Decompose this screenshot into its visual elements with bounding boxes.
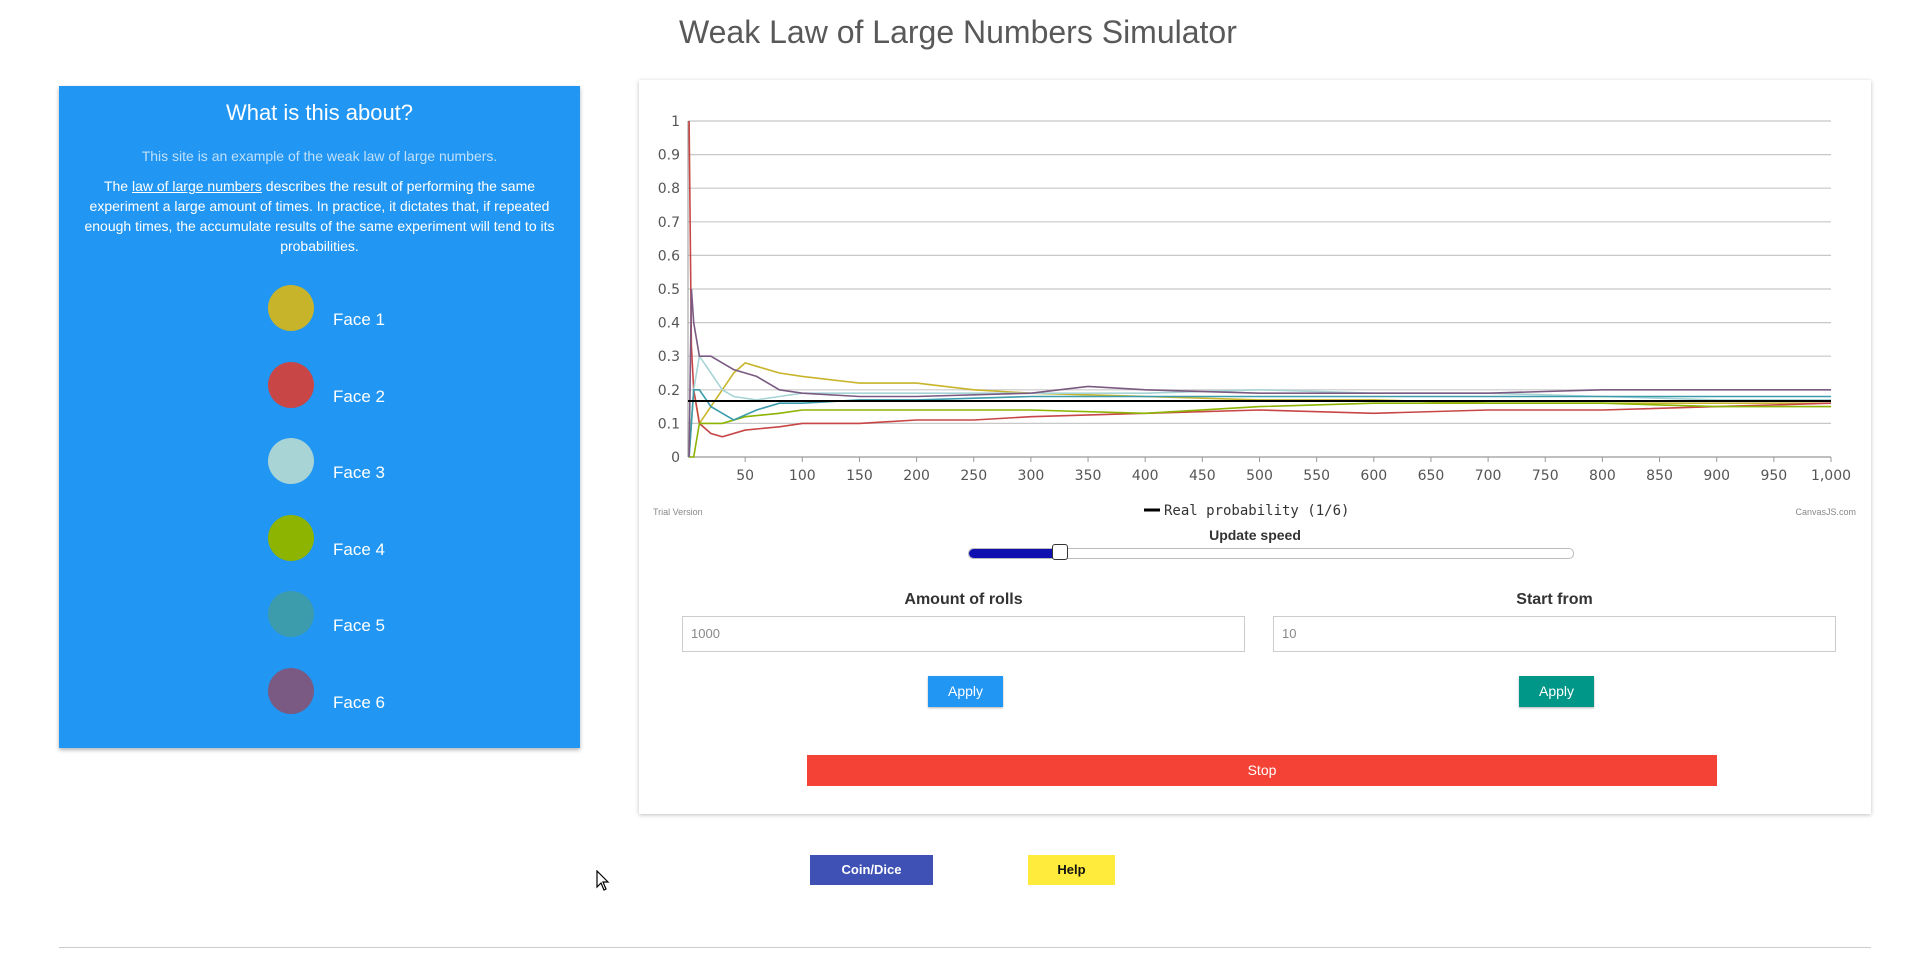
- x-tick-label: 700: [1475, 468, 1502, 484]
- apply-start-button[interactable]: Apply: [1519, 676, 1594, 707]
- y-tick-label: 0.1: [658, 416, 680, 432]
- x-tick-label: 750: [1532, 468, 1559, 484]
- start-from-label: Start from: [1516, 591, 1593, 608]
- face-5-item: Face 5: [268, 591, 468, 637]
- face-2-label: Face 2: [333, 387, 385, 406]
- x-tick-label: 900: [1703, 468, 1730, 484]
- face-4-item: Face 4: [268, 515, 468, 561]
- series-line-face-2: [688, 120, 1832, 438]
- x-tick-label: 200: [903, 468, 930, 484]
- update-speed-label: Update speed: [1209, 527, 1301, 543]
- x-tick-label: 450: [1189, 468, 1216, 484]
- y-tick-label: 1: [671, 114, 680, 130]
- start-from-input[interactable]: 10: [1273, 616, 1836, 652]
- amount-of-rolls-label: Amount of rolls: [904, 591, 1023, 608]
- mouse-cursor-icon: [596, 870, 610, 891]
- x-tick-label: 600: [1360, 468, 1387, 484]
- x-tick-label: 950: [1760, 468, 1787, 484]
- x-tick-label: 850: [1646, 468, 1673, 484]
- face-3-color-dot: [268, 438, 314, 484]
- x-tick-label: 350: [1075, 468, 1102, 484]
- y-tick-label: 0.9: [658, 148, 680, 164]
- face-4-color-dot: [268, 515, 314, 561]
- footer-divider: [59, 947, 1871, 948]
- face-2-item: Face 2: [268, 362, 468, 408]
- canvasjs-credit-text: CanvasJS.com: [1795, 507, 1856, 517]
- face-3-item: Face 3: [268, 438, 468, 484]
- y-tick-label: 0.8: [658, 181, 680, 197]
- series-line-face-6: [688, 288, 1831, 458]
- x-tick-label: 300: [1018, 468, 1045, 484]
- face-1-color-dot: [268, 285, 314, 331]
- series-line-face-4: [689, 402, 1831, 458]
- apply-rolls-button[interactable]: Apply: [928, 676, 1003, 707]
- y-tick-label: 0.2: [658, 383, 680, 399]
- x-tick-label: 250: [960, 468, 987, 484]
- x-tick-label: 400: [1132, 468, 1159, 484]
- face-1-item: Face 1: [268, 285, 468, 331]
- y-tick-label: 0.5: [658, 282, 680, 298]
- y-tick-label: 0.6: [658, 248, 680, 264]
- y-tick-label: 0: [671, 450, 680, 466]
- info-subtitle: This site is an example of the weak law …: [141, 148, 498, 165]
- face-1-label: Face 1: [333, 310, 385, 329]
- face-6-label: Face 6: [333, 693, 385, 712]
- y-tick-label: 0.4: [658, 316, 680, 332]
- x-tick-label: 100: [789, 468, 816, 484]
- legend-label: Real probability (1/6): [1164, 503, 1349, 519]
- face-6-color-dot: [268, 668, 314, 714]
- y-tick-label: 0.7: [658, 215, 680, 231]
- coin-dice-button[interactable]: Coin/Dice: [810, 855, 933, 885]
- info-heading: What is this about?: [225, 100, 414, 125]
- x-tick-label: 800: [1589, 468, 1616, 484]
- help-button[interactable]: Help: [1028, 855, 1115, 885]
- amount-of-rolls-input[interactable]: 1000: [682, 616, 1245, 652]
- x-tick-label: 650: [1418, 468, 1445, 484]
- y-tick-label: 0.3: [658, 349, 680, 365]
- update-speed-fill: [969, 549, 1060, 558]
- face-6-item: Face 6: [268, 668, 468, 714]
- law-of-large-numbers-link[interactable]: law of large numbers: [131, 178, 262, 195]
- chart-card: 0 0.1 0.2 0.3 0.4 0.5 0.6 0.7 0.8 0.9 1 50 100 150 200…: [639, 80, 1871, 814]
- x-tick-label: 500: [1246, 468, 1273, 484]
- trial-version-text: Trial Version: [653, 507, 703, 517]
- face-5-label: Face 5: [333, 616, 385, 635]
- face-5-color-dot: [268, 591, 314, 637]
- face-3-label: Face 3: [333, 463, 385, 482]
- x-tick-label: 150: [846, 468, 873, 484]
- x-tick-label: 1,000: [1811, 468, 1851, 484]
- stop-button[interactable]: Stop: [807, 755, 1717, 786]
- info-description: The law of large numbers describes the r…: [84, 178, 555, 255]
- x-tick-label: 50: [736, 468, 754, 484]
- series-line-face-5: [688, 389, 1831, 458]
- face-4-label: Face 4: [333, 540, 385, 559]
- update-speed-slider[interactable]: [968, 544, 1574, 560]
- face-2-color-dot: [268, 362, 314, 408]
- x-tick-label: 550: [1303, 468, 1330, 484]
- update-speed-handle[interactable]: [1051, 544, 1068, 560]
- info-panel: What is this about? This site is an exam…: [59, 86, 580, 748]
